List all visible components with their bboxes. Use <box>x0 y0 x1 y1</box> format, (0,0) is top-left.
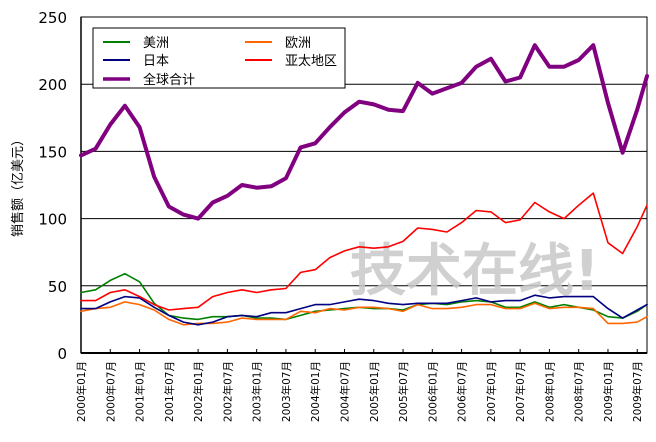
x-tick-label: 2003年07月 <box>280 361 293 422</box>
x-tick-label: 2009年01月 <box>602 361 615 422</box>
x-tick-label: 2005年01月 <box>368 361 381 422</box>
x-tick-label: 2009年07月 <box>631 361 644 422</box>
x-tick-label: 2007年07月 <box>514 361 527 422</box>
x-tick-label: 2006年07月 <box>456 361 469 422</box>
x-tick-label: 2001年07月 <box>163 361 176 422</box>
y-tick-label: 0 <box>57 345 67 363</box>
legend-label: 亚太地区 <box>285 54 337 69</box>
x-axis-ticks: 2000年01月 2000年07月 2001年01月 2001年07月 2002年01月… <box>75 349 644 422</box>
x-tick-label: 2002年07月 <box>221 361 234 422</box>
x-tick-label: 2006年01月 <box>426 361 439 422</box>
y-tick-label: 100 <box>38 211 67 229</box>
x-tick-label: 2000年01月 <box>75 361 88 422</box>
watermark: 技术在线! <box>350 239 600 304</box>
series-line-5 <box>79 43 649 221</box>
x-tick-label: 2008年07月 <box>573 361 586 422</box>
x-tick-label: 2003年01月 <box>251 361 264 422</box>
y-tick-label: 50 <box>48 278 67 296</box>
x-tick-label: 2004年01月 <box>309 361 322 422</box>
x-tick-label: 2008年01月 <box>543 361 556 422</box>
series-line-2 <box>80 301 648 326</box>
series-line-4 <box>80 192 648 311</box>
legend-label: 欧洲 <box>285 36 311 51</box>
x-tick-label: 2001年01月 <box>134 361 147 422</box>
x-tick-label: 2002年01月 <box>192 361 205 422</box>
legend-label: 全球合计 <box>143 72 195 88</box>
y-tick-label: 200 <box>38 76 67 94</box>
legend-label: 日本 <box>143 54 169 69</box>
x-tick-label: 2005年07月 <box>397 361 410 422</box>
series-line-3 <box>80 294 648 326</box>
x-tick-label: 2007年01月 <box>485 361 498 422</box>
y-tick-label: 250 <box>38 9 67 27</box>
x-tick-label: 2004年07月 <box>339 361 352 422</box>
y-tick-label: 150 <box>38 143 67 161</box>
legend-label: 美洲 <box>143 36 169 51</box>
y-axis-label: 销售额（亿美元） <box>10 133 26 237</box>
series-lines <box>79 43 649 326</box>
x-tick-label: 2000年07月 <box>104 361 117 422</box>
y-axis-ticks: 0 50 100 150 200 250 <box>38 9 67 363</box>
